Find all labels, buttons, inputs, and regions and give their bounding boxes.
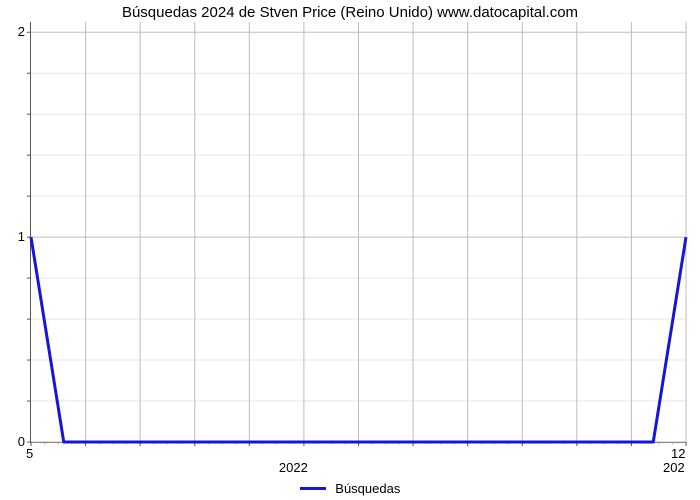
x-tick-right-top: 12 (671, 446, 685, 461)
chart-title: Búsquedas 2024 de Stven Price (Reino Uni… (0, 4, 700, 21)
y-tick-label: 0 (3, 434, 25, 449)
y-tick-label: 2 (3, 24, 25, 39)
legend: Búsquedas (0, 480, 700, 496)
legend-swatch (300, 487, 326, 490)
chart-container: Búsquedas 2024 de Stven Price (Reino Uni… (0, 0, 700, 500)
legend-label: Búsquedas (335, 481, 400, 496)
x-tick-center: 2022 (279, 460, 308, 475)
plot-svg (31, 22, 686, 442)
y-tick-label: 1 (3, 229, 25, 244)
x-tick-left: 5 (26, 446, 33, 461)
plot-area (30, 22, 686, 443)
x-tick-right-bottom: 202 (663, 460, 685, 475)
